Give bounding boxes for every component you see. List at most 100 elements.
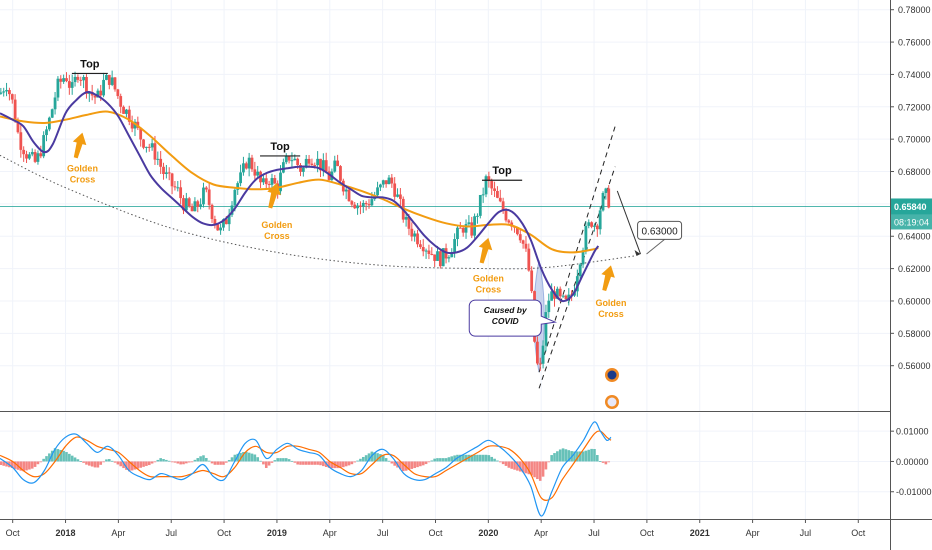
candle-body (490, 181, 494, 189)
time-tick-label: Jul (377, 528, 389, 538)
macd-histogram-bar (593, 449, 596, 462)
candle-body (527, 248, 531, 271)
candle-body (595, 225, 599, 230)
macd-histogram-bar (436, 458, 439, 462)
top-label: Top (492, 165, 512, 177)
macd-histogram-bar (79, 461, 83, 462)
macd-histogram-bar (581, 451, 585, 462)
macd-histogram-bar (527, 461, 531, 475)
candle-body (67, 81, 71, 88)
macd-histogram-bar (139, 461, 142, 468)
macd-histogram-bar (407, 461, 411, 470)
candle-body (230, 205, 234, 215)
macd-histogram-bar (447, 457, 451, 462)
time-tick-label: Apr (323, 528, 337, 538)
golden-cross-label: Golden (473, 274, 504, 284)
macd-histogram-bar (13, 461, 17, 469)
candle-body (350, 201, 354, 205)
macd-histogram-bar (444, 458, 448, 462)
projection-arrow (616, 190, 642, 255)
candle-body (564, 295, 568, 300)
candle-body (42, 135, 46, 157)
macd-histogram-bar (30, 461, 34, 469)
candle-body (85, 76, 88, 94)
candle-body (339, 166, 342, 181)
macd-histogram-bar (105, 459, 108, 462)
covid-callout-box (468, 299, 558, 337)
macd-histogram-bar (176, 461, 180, 464)
macd-histogram-bar (464, 454, 468, 462)
current-price-label: 0.65840 (894, 202, 927, 212)
currency-flag-inner-icon (607, 397, 617, 407)
candle-body (575, 276, 579, 292)
macd-histogram-bar (259, 460, 262, 462)
macd-histogram-bar (119, 461, 123, 467)
candle-body (478, 194, 482, 216)
projection-arrow-head-icon (634, 250, 641, 257)
candle-body (236, 183, 240, 190)
candle-body (36, 153, 40, 162)
candle-body (182, 198, 185, 211)
candle-body (53, 97, 57, 110)
candle-body (239, 172, 242, 184)
macd-histogram-bar (253, 454, 257, 462)
candle-body (113, 77, 117, 90)
candle-body (438, 251, 442, 267)
macd-tick-label: 0.01000 (896, 427, 929, 437)
candle-body (127, 109, 131, 122)
candle-body (187, 198, 191, 207)
macd-histogram-bar (433, 458, 436, 462)
candle-body (10, 94, 14, 100)
macd-tick-label: -0.01000 (896, 487, 932, 497)
candle-body (224, 219, 228, 225)
candle-body (535, 341, 539, 364)
macd-histogram-bar (116, 461, 120, 465)
macd-histogram-bar (70, 455, 74, 462)
candle-body (270, 178, 274, 185)
macd-histogram-bar (336, 461, 339, 469)
macd-histogram-bar (573, 451, 576, 462)
macd-histogram-bar (556, 451, 559, 462)
macd-histogram-bar (430, 460, 434, 462)
ma-fast-line (0, 91, 600, 303)
macd-histogram-bar (410, 461, 414, 469)
macd-histogram-bar (361, 456, 365, 462)
candle-body (279, 172, 282, 192)
candle-body (481, 194, 485, 196)
candle-body (156, 158, 160, 160)
candle-body (253, 169, 257, 176)
macd-histogram-bar (439, 458, 442, 462)
macd-histogram-bar (578, 451, 582, 462)
macd-histogram-bar (518, 461, 522, 472)
candle-body (450, 252, 454, 258)
macd-histogram-bar (441, 458, 445, 462)
macd-histogram-bar (387, 460, 391, 462)
candle-body (593, 225, 596, 227)
candle-body (316, 158, 320, 166)
candle-body (367, 204, 371, 206)
candle-body (396, 194, 399, 197)
macd-histogram-bar (142, 461, 145, 467)
candle-body (144, 146, 148, 148)
macd-histogram-bar (504, 461, 508, 466)
candle-body (381, 180, 385, 185)
moving-averages-layer (0, 91, 600, 303)
macd-histogram-bar (322, 461, 325, 467)
macd-histogram-bar (19, 461, 23, 471)
macd-histogram-bar (293, 461, 297, 463)
candle-body (307, 158, 311, 164)
candle-body (333, 160, 337, 172)
candle-body (45, 129, 48, 136)
candle-body (544, 312, 548, 346)
macd-histogram-bar (493, 458, 496, 462)
macd-histogram-bar (524, 461, 528, 474)
candle-body (581, 250, 585, 265)
macd-histogram-bar (167, 460, 171, 462)
macd-histogram-bar (607, 461, 611, 463)
candle-body (427, 250, 431, 254)
candle-body (170, 173, 174, 187)
candle-body (541, 345, 545, 364)
macd-line (0, 421, 612, 517)
macd-histogram-bar (541, 461, 545, 477)
